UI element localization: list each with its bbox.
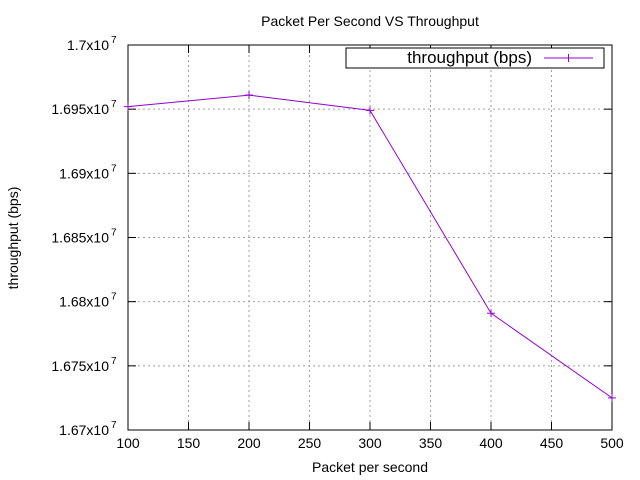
data-point	[487, 309, 495, 318]
y-axis-label: throughput (bps)	[5, 187, 21, 290]
data-point	[124, 102, 132, 111]
x-tick-label: 450	[540, 435, 564, 451]
legend-point	[564, 54, 573, 62]
series-layer	[124, 91, 616, 402]
legend: throughput (bps)	[345, 47, 605, 69]
x-tick-labels: 100 150 200 250 300 350 400 450 500	[116, 435, 624, 451]
chart-title: Packet Per Second VS Throughput	[261, 13, 479, 29]
y-tick-exponent: 7	[111, 356, 117, 367]
y-tick-exponent: 7	[111, 35, 117, 46]
x-tick-label: 500	[600, 435, 624, 451]
legend-box	[345, 47, 605, 69]
y-tick-label: 1.685x10	[51, 230, 109, 246]
y-tick-label: 1.67x10	[59, 422, 109, 438]
y-tick-label: 1.695x10	[51, 101, 109, 117]
x-tick-label: 100	[116, 435, 140, 451]
x-axis-label: Packet per second	[312, 459, 428, 475]
x-tick-label: 150	[177, 435, 201, 451]
x-tick-label: 200	[237, 435, 261, 451]
y-tick-label: 1.675x10	[51, 358, 109, 374]
y-tick-label: 1.68x10	[59, 294, 109, 310]
x-tick-label: 350	[419, 435, 443, 451]
grid	[128, 45, 612, 430]
y-tick-exponent: 7	[111, 228, 117, 239]
y-tick-labels: 1.67x10 71.675x10 71.68x10 71.685x10 71.69x1…	[51, 35, 117, 438]
legend-label: throughput (bps)	[407, 48, 532, 67]
y-tick-exponent: 7	[111, 292, 117, 303]
x-tick-label: 250	[298, 435, 322, 451]
y-tick-exponent: 7	[111, 420, 117, 431]
y-tick-exponent: 7	[111, 163, 117, 174]
data-point	[366, 106, 374, 115]
x-tick-label: 300	[358, 435, 382, 451]
y-tick-label: 1.69x10	[59, 165, 109, 181]
x-tick-label: 400	[479, 435, 503, 451]
data-point	[245, 91, 253, 100]
data-point	[608, 393, 616, 402]
y-tick-label: 1.7x10	[67, 37, 109, 53]
y-tick-exponent: 7	[111, 99, 117, 110]
legend-marker	[564, 54, 573, 62]
